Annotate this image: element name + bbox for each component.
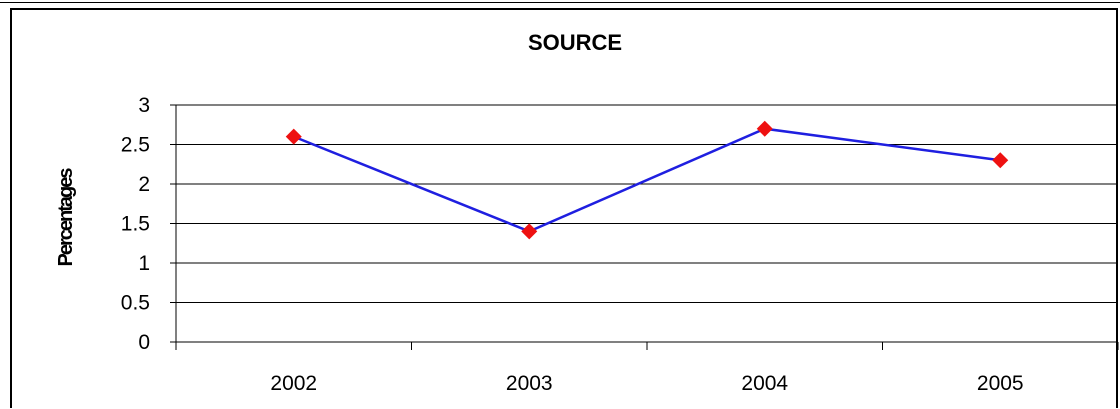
axes bbox=[170, 104, 1119, 350]
data-point-marker bbox=[285, 128, 302, 145]
data-point-marker bbox=[756, 120, 773, 137]
x-tick-label: 2003 bbox=[506, 372, 553, 395]
y-tick-label: 3 bbox=[138, 94, 150, 117]
gridlines bbox=[176, 104, 1118, 303]
y-tick-label: 0.5 bbox=[121, 292, 150, 315]
y-tick-label: 0 bbox=[138, 331, 150, 354]
y-tick-labels: 0 0.5 1 1.5 2 2.5 3 bbox=[121, 94, 150, 354]
y-tick-label: 2 bbox=[138, 173, 150, 196]
series-group bbox=[285, 120, 1009, 240]
series-line bbox=[293, 127, 1001, 233]
x-tick-label: 2002 bbox=[270, 372, 317, 395]
y-axis-label: Percentages bbox=[55, 168, 77, 267]
x-tick-label: 2005 bbox=[977, 372, 1024, 395]
x-tick-label: 2004 bbox=[741, 372, 788, 395]
chart-frame bbox=[10, 8, 1118, 408]
chart-title: SOURCE bbox=[528, 30, 622, 55]
top-border-line bbox=[0, 2, 1120, 3]
y-tick-label: 1 bbox=[138, 252, 150, 275]
y-tick-label: 2.5 bbox=[121, 134, 150, 157]
x-tick-labels: 2002 2003 2004 2005 bbox=[270, 372, 1023, 395]
data-point-marker bbox=[992, 152, 1009, 169]
data-point-marker bbox=[521, 223, 538, 240]
y-tick-label: 1.5 bbox=[121, 213, 150, 236]
